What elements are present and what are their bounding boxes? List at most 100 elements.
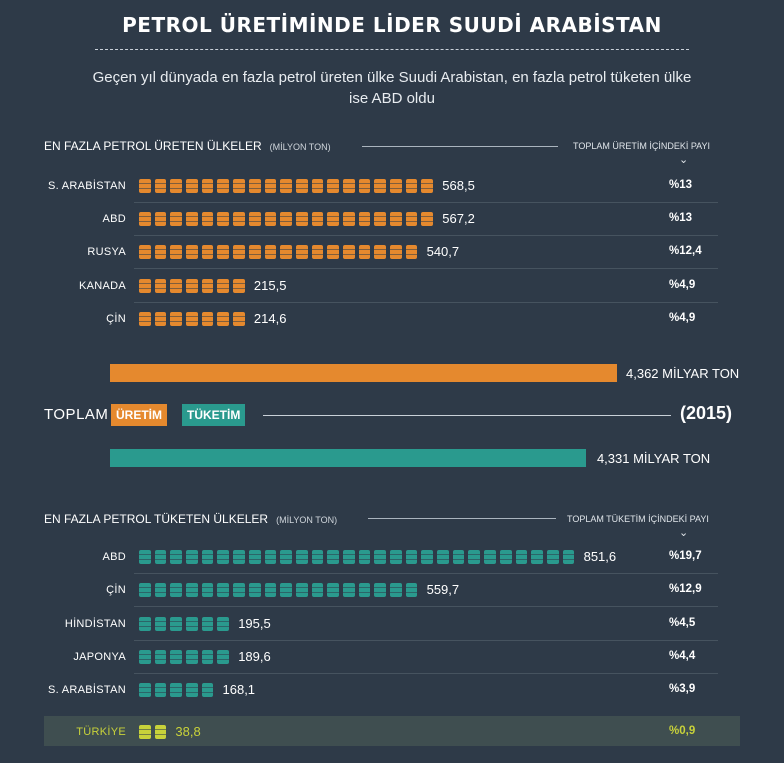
barrel-icon — [390, 550, 402, 564]
country-label: RUSYA — [87, 246, 126, 259]
barrel-icon-row — [139, 311, 245, 326]
barrel-icon — [233, 550, 245, 564]
barrel-icon — [437, 550, 449, 564]
barrel-icon — [295, 212, 308, 227]
barrel-icon — [154, 179, 167, 193]
share-label: %12,9 — [669, 583, 702, 596]
barrel-icon — [468, 550, 481, 564]
consumption-heading-line — [368, 518, 556, 519]
value-label: 540,7 — [426, 244, 460, 260]
barrel-icon-row — [139, 683, 214, 698]
value-label: 38,8 — [175, 723, 201, 739]
barrel-icon — [531, 550, 543, 564]
barrel-icon — [217, 616, 230, 631]
barrel-icon — [390, 212, 402, 227]
barrel-icon-row — [139, 724, 167, 739]
barrel-icon — [327, 245, 339, 260]
share-label: %0,9 — [669, 724, 696, 737]
country-label: ABD — [102, 213, 126, 226]
value-label: 567,2 — [442, 211, 475, 227]
share-label: %4,9 — [669, 278, 696, 291]
value-label: 851,6 — [583, 549, 617, 564]
row-divider — [134, 202, 718, 203]
barrel-icon — [311, 212, 324, 227]
barrel-icon — [154, 245, 167, 260]
barrel-icon — [342, 212, 355, 227]
barrel-icon — [248, 583, 261, 598]
share-label: %13 — [669, 179, 693, 191]
barrel-icon — [358, 583, 371, 598]
barrel-icon — [233, 179, 245, 193]
row-divider — [134, 235, 718, 237]
country-label: ÇİN — [106, 312, 126, 325]
barrel-icon — [139, 724, 151, 739]
row-divider — [134, 573, 718, 574]
barrel-icon — [452, 550, 465, 564]
barrel-icon — [311, 550, 324, 564]
production-heading-line — [362, 146, 558, 147]
barrel-icon — [154, 724, 167, 739]
barrel-icon — [515, 550, 528, 564]
barrel-icon — [405, 550, 418, 564]
barrel-icon — [139, 550, 151, 564]
barrel-icon — [186, 616, 198, 631]
production-legend-tag: ÜRETİM — [111, 404, 167, 426]
production-unit: (MİLYON TON) — [269, 142, 331, 152]
barrel-icon — [186, 550, 198, 564]
barrel-icon — [217, 311, 230, 326]
barrel-icon — [186, 311, 198, 326]
barrel-icon — [280, 179, 292, 193]
country-label: KANADA — [78, 279, 126, 292]
barrel-icon — [170, 550, 183, 564]
barrel-icon — [139, 311, 151, 326]
barrel-icon — [139, 278, 151, 293]
value-label: 168,1 — [222, 682, 256, 698]
row-divider — [134, 672, 718, 674]
barrel-icon — [327, 550, 339, 564]
barrel-icon — [295, 550, 308, 564]
production-total-bar — [110, 364, 617, 382]
barrel-icon — [186, 212, 198, 227]
barrel-icon — [327, 212, 339, 227]
barrel-icon — [295, 245, 308, 260]
country-label: S. ARABİSTAN — [48, 180, 126, 192]
country-label: HİNDİSTAN — [64, 617, 126, 630]
value-label: 195,5 — [238, 615, 271, 631]
barrel-icon — [186, 683, 198, 698]
barrel-icon-row — [139, 179, 434, 193]
production-total-label: 4,362 MİLYAR TON — [626, 366, 740, 381]
country-label: ABD — [102, 551, 126, 563]
barrel-icon — [154, 212, 167, 227]
chevron-down-icon: ⌄ — [679, 527, 689, 539]
row-divider — [134, 639, 718, 641]
barrel-icon — [233, 583, 245, 598]
value-label: 189,6 — [238, 648, 271, 664]
barrel-icon — [154, 278, 167, 293]
barrel-icon — [139, 583, 151, 598]
barrel-icon — [295, 583, 308, 598]
consumption-heading-text: EN FAZLA PETROL TÜKETEN ÜLKELER — [44, 512, 269, 526]
barrel-icon — [170, 179, 183, 193]
barrel-icon — [358, 179, 371, 193]
value-label: 568,5 — [442, 178, 475, 193]
barrel-icon — [562, 550, 575, 564]
barrel-icon — [233, 311, 245, 326]
barrel-icon-row — [139, 616, 230, 631]
barrel-icon — [264, 212, 277, 227]
consumption-total-bar — [110, 449, 586, 467]
barrel-icon — [186, 245, 198, 260]
barrel-icon — [233, 212, 245, 227]
barrel-icon — [170, 278, 183, 293]
barrel-icon — [358, 212, 371, 227]
barrel-icon — [327, 179, 339, 193]
barrel-icon-row — [139, 649, 230, 664]
barrel-icon — [264, 583, 277, 598]
barrel-icon — [374, 550, 386, 564]
barrel-icon — [390, 583, 402, 598]
barrel-icon — [233, 245, 245, 260]
value-label: 214,6 — [253, 310, 287, 326]
barrel-icon — [484, 550, 496, 564]
barrel-icon — [170, 616, 183, 631]
value-label: 559,7 — [426, 582, 460, 598]
row-divider — [134, 268, 718, 270]
